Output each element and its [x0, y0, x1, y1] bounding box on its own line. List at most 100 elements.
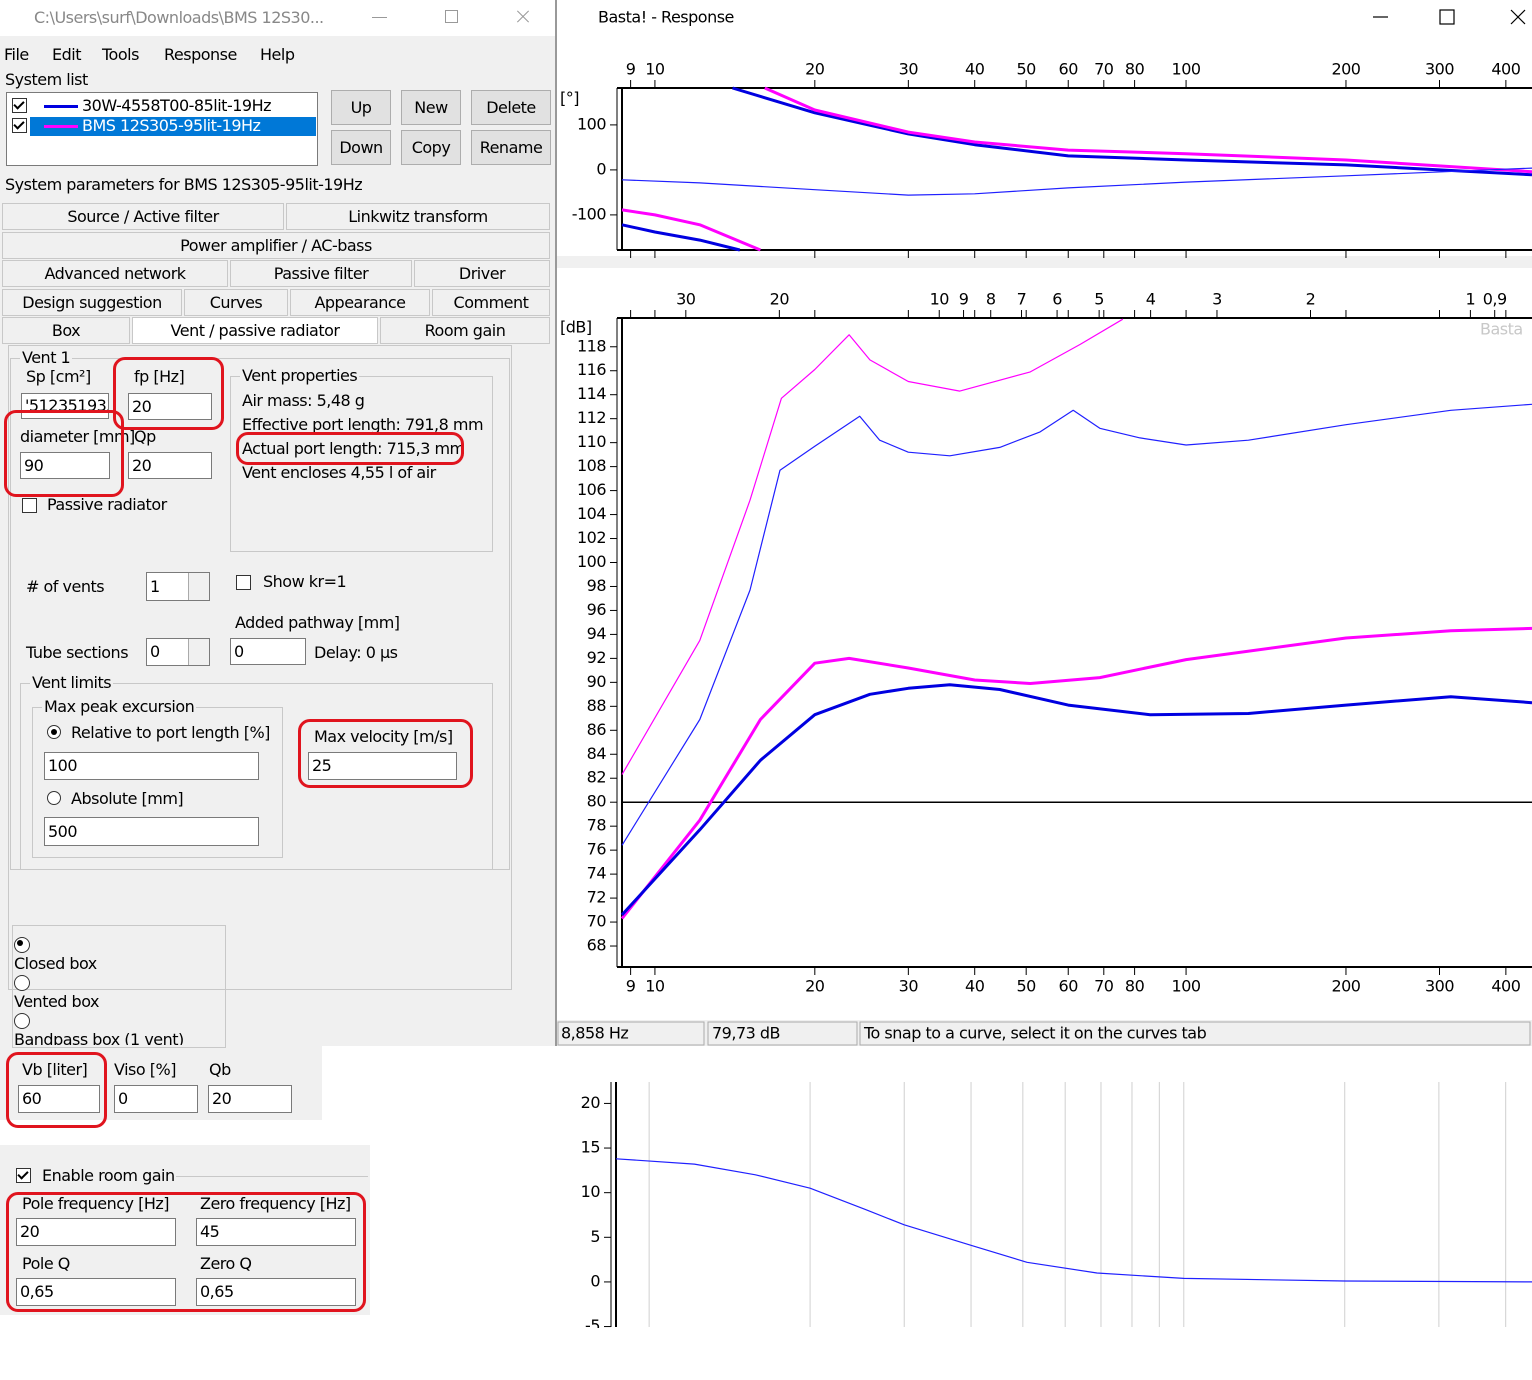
label: diameter [mm] [20, 427, 135, 446]
label: # of vents [26, 577, 105, 596]
button[interactable]: Rename [471, 130, 551, 165]
tab[interactable]: Linkwitz transform [286, 203, 550, 230]
tab[interactable]: Driver [414, 260, 550, 287]
status-bar [557, 1020, 1532, 1046]
radio-button[interactable] [14, 1013, 30, 1029]
y-tick-label: 78 [587, 816, 607, 835]
text-field[interactable]: 20 [208, 1085, 292, 1113]
radio-button[interactable] [47, 791, 61, 805]
splitter[interactable] [557, 256, 1532, 268]
group-label: Vent 1 [20, 347, 73, 369]
text-field[interactable]: 0 [230, 638, 306, 665]
text-field[interactable]: 20 [128, 452, 212, 479]
label: Enable room gain [42, 1166, 175, 1185]
label: Pole frequency [Hz] [22, 1194, 170, 1213]
text-field[interactable]: 100 [44, 752, 259, 780]
window-controls[interactable] [1373, 9, 1526, 25]
spin-buttons[interactable] [188, 573, 209, 600]
button[interactable]: Up [331, 90, 391, 125]
button[interactable]: New [401, 90, 461, 125]
tab[interactable]: Advanced network [2, 260, 228, 287]
list-item: BMS 12S305-95lit-19Hz [82, 116, 261, 135]
tab[interactable]: Design suggestion [2, 289, 182, 316]
spin-buttons[interactable] [188, 639, 209, 665]
tab[interactable]: Comment [432, 289, 550, 316]
x-tick-label: 100 [1172, 60, 1201, 79]
watermark: Basta [1480, 320, 1523, 339]
y-tick-label: 15 [581, 1138, 600, 1157]
button[interactable]: Copy [401, 130, 461, 165]
y-tick-label: 0 [596, 159, 606, 178]
tab[interactable]: Source / Active filter [2, 203, 284, 230]
section-label: System parameters for BMS 12S305-95lit-1… [5, 175, 363, 194]
radio-button[interactable] [14, 975, 30, 991]
x-tick-label: 400 [1491, 60, 1520, 79]
button[interactable]: Down [331, 130, 391, 165]
label: Tube sections [26, 643, 129, 662]
tab[interactable]: Vent / passive radiator [132, 317, 378, 344]
x-tick-label: 300 [1425, 977, 1454, 996]
y-tick-label: 106 [577, 480, 606, 499]
label: Absolute [mm] [71, 789, 184, 808]
tab[interactable]: Power amplifier / AC-bass [2, 232, 550, 259]
y-axis-label: [dB] [560, 318, 592, 337]
tab[interactable]: Room gain [380, 317, 550, 344]
y-tick-label: 80 [587, 792, 607, 811]
text-field[interactable]: 90 [20, 452, 110, 479]
y-tick-label: 82 [587, 768, 606, 787]
menu-item[interactable]: Edit [52, 45, 81, 64]
window-control[interactable] [372, 17, 387, 18]
text-field[interactable]: 0 [114, 1085, 198, 1113]
text-field[interactable]: 25 [308, 752, 457, 780]
curve [621, 403, 1532, 846]
y-tick-label: 110 [577, 432, 606, 451]
checkbox[interactable] [12, 118, 27, 133]
x-tick-label: 10 [645, 60, 665, 79]
text-field[interactable]: 0,65 [196, 1278, 356, 1306]
checkbox[interactable] [236, 575, 251, 590]
text-field[interactable]: 20 [128, 393, 212, 420]
tab[interactable]: Appearance [290, 289, 430, 316]
property-line: Vent encloses 4,55 l of air [242, 463, 436, 482]
box-types: Closed box Vented box Bandpass box (1 vent… [14, 937, 224, 1045]
x-tick-label: 70 [1094, 977, 1114, 996]
label: fp [Hz] [134, 367, 185, 386]
curve-sample [44, 105, 78, 108]
text-field[interactable]: 20 [16, 1218, 176, 1246]
y-tick-label: 100 [577, 114, 606, 133]
x2-tick-label: 4 [1146, 290, 1156, 309]
button[interactable]: Delete [471, 90, 551, 125]
x2-tick-label: 0,9 [1483, 290, 1507, 309]
text-field[interactable]: 500 [44, 817, 259, 846]
curve [764, 86, 1532, 174]
y-tick-label: 100 [577, 552, 606, 571]
text-field[interactable]: 60 [18, 1085, 100, 1113]
text-field[interactable]: 0,65 [16, 1278, 176, 1306]
checkbox[interactable] [22, 498, 37, 513]
tab[interactable]: Curves [184, 289, 288, 316]
text-field[interactable]: 45 [196, 1218, 356, 1246]
tab[interactable]: Passive filter [230, 260, 412, 287]
property-line: Actual port length: 715,3 mm [242, 439, 465, 458]
label: Show kr=1 [263, 572, 347, 591]
checkbox[interactable] [12, 98, 27, 113]
y-tick-label: 108 [577, 456, 606, 475]
curve [621, 318, 1124, 775]
menu-item[interactable]: Tools [102, 45, 139, 64]
label: Passive radiator [47, 495, 167, 514]
selection [30, 117, 316, 136]
x2-tick-label: 3 [1212, 290, 1222, 309]
menu-item[interactable]: Response [164, 45, 237, 64]
x2-tick-label: 1 [1466, 290, 1476, 309]
highlight [6, 1052, 107, 1128]
window-control[interactable] [445, 10, 458, 23]
menu-item[interactable]: File [4, 45, 29, 64]
label: Vb [liter] [22, 1060, 88, 1079]
label: Viso [%] [114, 1060, 176, 1079]
tab[interactable]: Box [2, 317, 130, 344]
radio-button[interactable] [47, 725, 61, 739]
checkbox[interactable] [16, 1168, 31, 1183]
status-hint: To snap to a curve, select it on the cur… [863, 1024, 1207, 1043]
menu-item[interactable]: Help [260, 45, 295, 64]
highlight [4, 410, 124, 497]
